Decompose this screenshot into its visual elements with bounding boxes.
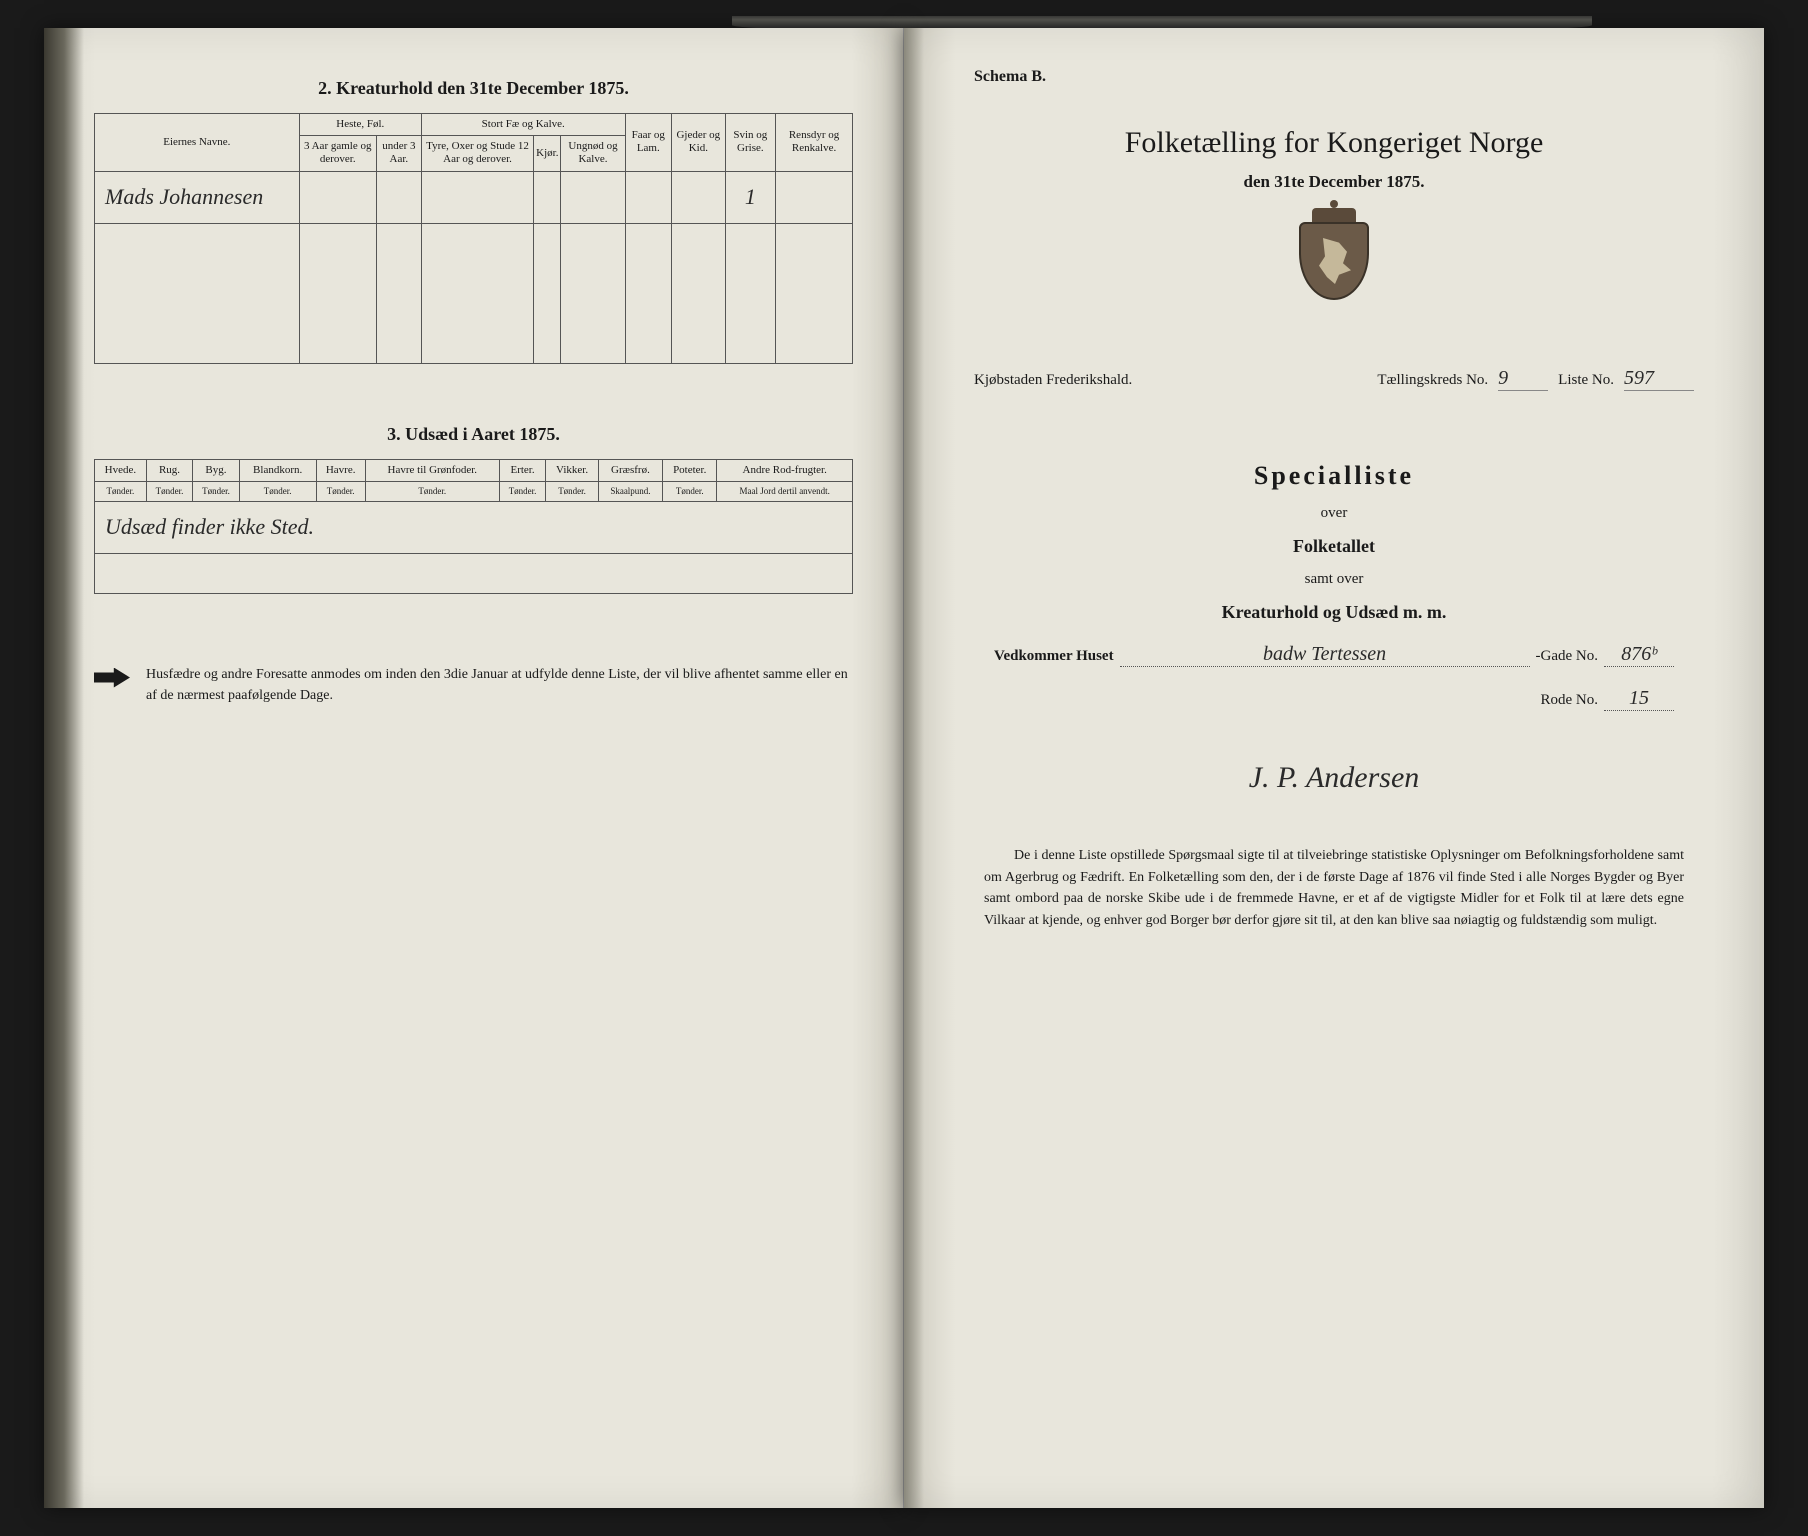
- seed-col-header: Græsfrø.: [598, 459, 662, 481]
- special-over: over: [954, 505, 1714, 522]
- seed-col-header: Byg.: [193, 459, 239, 481]
- rode-line: Rode No. 15: [994, 687, 1674, 711]
- cell: [95, 223, 300, 363]
- stort-sub-0: Tyre, Oxer og Stude 12 Aar og derover.: [421, 136, 533, 171]
- rode-label: Rode No.: [1541, 692, 1599, 709]
- right-page: Schema B. Folketælling for Kongeriget No…: [904, 28, 1764, 1508]
- cell: [299, 223, 376, 363]
- cell: [534, 223, 561, 363]
- left-page: 2. Kreaturhold den 31te December 1875. E…: [44, 28, 904, 1508]
- svin-header: Svin og Grise.: [725, 114, 776, 172]
- seed-col-header: Havre.: [316, 459, 365, 481]
- coat-of-arms-icon: [1294, 222, 1374, 317]
- seed-col-unit: Tønder.: [146, 481, 192, 501]
- special-folketallet: Folketallet: [954, 536, 1714, 557]
- kreds-label: Tællingskreds No.: [1377, 372, 1488, 389]
- special-kreaturhold: Kreaturhold og Udsæd m. m.: [954, 602, 1714, 623]
- binding-shadow: [904, 28, 924, 1508]
- kreds-value: 9: [1498, 367, 1548, 391]
- faar-header: Faar og Lam.: [625, 114, 672, 172]
- city-label: Kjøbstaden Frederikshald.: [974, 372, 1132, 389]
- seed-col-unit: Skaalpund.: [598, 481, 662, 501]
- seed-col-header: Rug.: [146, 459, 192, 481]
- livestock-table: Eiernes Navne. Heste, Føl. Stort Fæ og K…: [94, 113, 853, 364]
- seed-col-unit: Maal Jord dertil anvendt.: [717, 481, 853, 501]
- seed-col-header: Havre til Grønfoder.: [365, 459, 499, 481]
- specialliste-heading: Specialliste: [954, 461, 1714, 491]
- gade-label: -Gade No.: [1536, 648, 1598, 665]
- cell: [376, 171, 421, 223]
- cell: [725, 223, 776, 363]
- seed-col-header: Vikker.: [546, 459, 599, 481]
- section3-title: 3. Udsæd i Aaret 1875.: [94, 424, 853, 445]
- seed-col-unit: Tønder.: [239, 481, 316, 501]
- schema-label: Schema B.: [974, 68, 1714, 86]
- owner-name: Mads Johannesen: [95, 171, 300, 223]
- gjeder-header: Gjeder og Kid.: [672, 114, 725, 172]
- census-subtitle: den 31te December 1875.: [954, 172, 1714, 192]
- seed-row-note: Udsæd finder ikke Sted.: [95, 501, 853, 553]
- cell: [376, 223, 421, 363]
- binding-shadow: [44, 28, 84, 1508]
- special-samt: samt over: [954, 571, 1714, 588]
- gade-value: 876ᵇ: [1604, 643, 1674, 667]
- seed-col-unit: Tønder.: [365, 481, 499, 501]
- seed-col-unit: Tønder.: [95, 481, 147, 501]
- cell: [776, 223, 853, 363]
- seed-col-header: Hvede.: [95, 459, 147, 481]
- liste-value: 597: [1624, 367, 1694, 391]
- rensdyr-header: Rensdyr og Renkalve.: [776, 114, 853, 172]
- seed-col-unit: Tønder.: [499, 481, 545, 501]
- document-spread: 2. Kreaturhold den 31te December 1875. E…: [44, 28, 1764, 1508]
- heste-sub-0: 3 Aar gamle og derover.: [299, 136, 376, 171]
- seed-col-header: Erter.: [499, 459, 545, 481]
- pointing-hand-icon: [94, 668, 130, 688]
- rode-value: 15: [1604, 687, 1674, 711]
- cell: [95, 553, 853, 593]
- cell: [561, 223, 625, 363]
- owners-header: Eiernes Navne.: [95, 114, 300, 172]
- meta-line: Kjøbstaden Frederikshald. Tællingskreds …: [974, 367, 1694, 391]
- cell: [299, 171, 376, 223]
- cell: [561, 171, 625, 223]
- seed-col-unit: Tønder.: [193, 481, 239, 501]
- cell: [421, 171, 533, 223]
- signature: J. P. Andersen: [954, 761, 1714, 795]
- cell: [672, 223, 725, 363]
- heste-header: Heste, Føl.: [299, 114, 421, 136]
- footer-note: Husfædre og andre Foresatte anmodes om i…: [94, 664, 853, 706]
- cell: [625, 223, 672, 363]
- seed-col-header: Andre Rod-frugter.: [717, 459, 853, 481]
- svin-value: 1: [725, 171, 776, 223]
- heste-sub-1: under 3 Aar.: [376, 136, 421, 171]
- section2-title: 2. Kreaturhold den 31te December 1875.: [94, 78, 853, 99]
- house-value: badw Tertessen: [1120, 643, 1530, 667]
- seed-col-header: Blandkorn.: [239, 459, 316, 481]
- census-title: Folketælling for Kongeriget Norge: [954, 126, 1714, 160]
- cell: [534, 171, 561, 223]
- seed-table: Hvede.Rug.Byg.Blandkorn.Havre.Havre til …: [94, 459, 853, 594]
- seed-col-unit: Tønder.: [663, 481, 717, 501]
- liste-label: Liste No.: [1558, 372, 1614, 389]
- instructions-paragraph: De i denne Liste opstillede Spørgsmaal s…: [984, 845, 1684, 932]
- house-label: Vedkommer Huset: [994, 648, 1114, 665]
- seed-col-unit: Tønder.: [546, 481, 599, 501]
- seed-col-unit: Tønder.: [316, 481, 365, 501]
- cell: [672, 171, 725, 223]
- stort-sub-1: Kjør.: [534, 136, 561, 171]
- house-line: Vedkommer Huset badw Tertessen -Gade No.…: [994, 643, 1674, 667]
- seed-col-header: Poteter.: [663, 459, 717, 481]
- cell: [776, 171, 853, 223]
- stort-sub-2: Ungnød og Kalve.: [561, 136, 625, 171]
- cell: [421, 223, 533, 363]
- cell: [625, 171, 672, 223]
- footer-text: Husfædre og andre Foresatte anmodes om i…: [146, 664, 853, 706]
- stort-header: Stort Fæ og Kalve.: [421, 114, 625, 136]
